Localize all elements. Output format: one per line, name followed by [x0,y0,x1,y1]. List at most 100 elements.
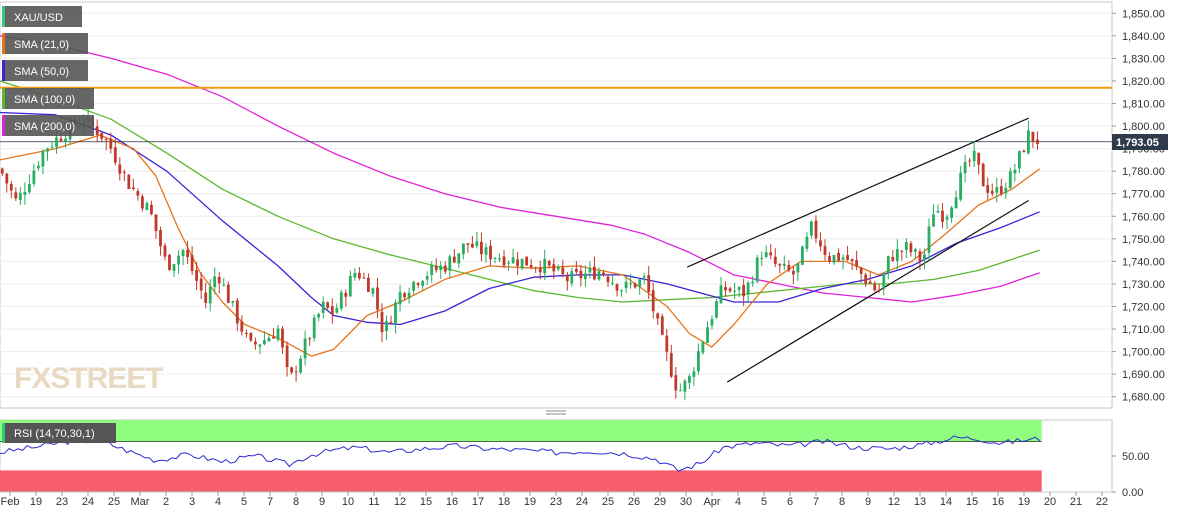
candle-body [163,245,167,257]
candle-body [18,192,22,201]
legend-swatch [2,115,5,136]
candle-body [923,254,926,260]
candle-body [814,220,818,239]
y-tick-label: 1,730.00 [1122,279,1165,291]
candle [611,275,614,286]
candle [109,132,113,154]
candle [502,250,506,268]
candle-body [918,251,922,262]
candle [859,266,863,283]
legend-label: XAU/USD [14,12,63,24]
x-tick-label: 9 [865,496,871,508]
candle [425,271,429,285]
candle [281,326,284,354]
candle [615,283,619,297]
candle-body [651,290,655,312]
candle-body [773,256,777,265]
candle [358,267,361,281]
candle-body [172,264,176,271]
candle [385,315,388,341]
candle-body [254,341,257,345]
candle [308,336,312,346]
candle-body [258,344,262,347]
candle [579,265,583,287]
x-tick-label: 10 [342,496,354,508]
candle-body [367,277,370,292]
candlesticks [0,108,1039,401]
legend-box [2,88,94,109]
candle-body [235,300,239,324]
y-tick-label: 1,720.00 [1122,302,1165,314]
candle [208,279,212,312]
candle-body [715,301,718,318]
candle-body [588,268,592,273]
candle [927,218,931,261]
candle-body [792,270,795,275]
price-axis[interactable]: 1,680.00 1,690.00 1,700.00 1,710.00 1,720.00… [1112,8,1165,404]
candle [629,273,632,289]
candle-body [326,302,330,308]
candle-body [434,266,438,270]
legend-item-xauusd[interactable]: XAU/USD [2,6,82,27]
candle-body [1022,150,1026,152]
candle [1018,150,1021,174]
x-tick-label: 29 [654,496,666,508]
candle-body [299,358,302,373]
candle [606,273,610,288]
candle [819,232,822,252]
candle-body [579,270,583,279]
candle-body [846,255,849,260]
y-tick-label: 1,750.00 [1122,234,1165,246]
candle [932,204,935,227]
panel-resize-handle[interactable] [546,410,566,415]
x-tick-label: 3 [189,496,195,508]
candle [543,249,547,281]
x-tick-label: 8 [293,496,299,508]
x-tick-label: 21 [1070,496,1082,508]
candle [113,138,117,166]
candle-body [37,165,40,169]
candle-body [272,336,275,339]
candle [565,272,569,291]
candle-body [168,254,171,270]
candle [0,167,4,177]
candle [873,281,877,292]
legend-item-sma50[interactable]: SMA (50,0) [2,60,88,81]
candle [330,298,334,324]
candle-body [611,282,614,284]
candle-body [575,268,578,272]
candle-body [109,138,113,149]
candle-body [403,293,406,298]
candle-body [945,216,949,220]
legend-item-sma21[interactable]: SMA (21,0) [2,33,88,54]
x-tick-label: 17 [472,496,484,508]
candle-body [552,264,556,272]
candle-body [353,272,357,278]
rsi-legend-swatch [2,423,5,443]
candle-body [706,327,709,343]
candle [651,282,655,319]
candle-body [769,252,773,256]
candle [285,341,289,377]
candle-body [127,174,131,189]
channel-upper-trendline [686,117,1029,268]
rsi-legend[interactable]: RSI (14,70,30,1) [2,423,116,443]
candle-body [457,253,461,264]
candle-body [674,375,678,391]
legend-item-sma100[interactable]: SMA (100,0) [2,88,94,109]
fxstreet-watermark: FXSTREET [14,362,163,395]
candle-body [32,170,36,184]
x-tick-label: 7 [267,496,273,508]
candle [823,239,827,261]
candle [172,263,176,277]
time-axis[interactable]: Feb 19 23 24 25 Mar 2 3 4 5 7 8 9 10 11 12 15 16 17 18 19 23 2… [0,491,1112,508]
candle [529,258,533,269]
legend-item-sma200[interactable]: SMA (200,0) [2,115,94,136]
candle [132,178,135,191]
candle-body [819,240,822,247]
candle [154,214,158,239]
candle [104,138,108,151]
y-tick-label: 1,690.00 [1122,369,1165,381]
main-plot-frame [0,1,1113,409]
candle [914,247,917,260]
